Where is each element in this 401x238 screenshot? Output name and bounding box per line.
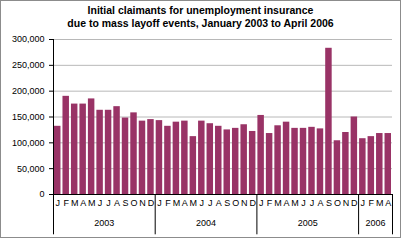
svg-text:J: J — [301, 198, 306, 208]
svg-text:D: D — [351, 198, 358, 208]
svg-text:J: J — [157, 198, 162, 208]
svg-text:S: S — [326, 198, 332, 208]
svg-text:2004: 2004 — [196, 218, 216, 228]
svg-text:M: M — [376, 198, 384, 208]
svg-text:F: F — [267, 198, 273, 208]
svg-text:A: A — [182, 198, 188, 208]
svg-text:150,000: 150,000 — [12, 112, 45, 122]
svg-text:J: J — [310, 198, 315, 208]
svg-text:M: M — [274, 198, 282, 208]
svg-text:A: A — [284, 198, 290, 208]
svg-text:A: A — [80, 198, 86, 208]
svg-text:A: A — [216, 198, 222, 208]
svg-text:J: J — [208, 198, 213, 208]
svg-text:N: N — [139, 198, 146, 208]
html-text:Initial claimants for unemploy: Initial claimants for unemployment insur… — [67, 4, 334, 29]
svg-text:S: S — [123, 198, 129, 208]
svg-text:M: M — [190, 198, 198, 208]
svg-text:M: M — [173, 198, 181, 208]
svg-text:J: J — [55, 198, 60, 208]
svg-text:D: D — [249, 198, 256, 208]
svg-text:M: M — [71, 198, 79, 208]
svg-text:F: F — [63, 198, 69, 208]
svg-text:250,000: 250,000 — [12, 60, 45, 70]
svg-text:2006: 2006 — [366, 218, 386, 228]
svg-text:S: S — [224, 198, 230, 208]
svg-text:J: J — [361, 198, 366, 208]
svg-text:50,000: 50,000 — [17, 164, 45, 174]
svg-text:M: M — [88, 198, 96, 208]
svg-text:J: J — [98, 198, 103, 208]
svg-text:D: D — [148, 198, 155, 208]
svg-text:200,000: 200,000 — [12, 86, 45, 96]
svg-text:F: F — [369, 198, 375, 208]
svg-text:N: N — [241, 198, 248, 208]
svg-text:M: M — [291, 198, 299, 208]
svg-text:2005: 2005 — [298, 218, 318, 228]
svg-text:J: J — [259, 198, 264, 208]
svg-text:A: A — [317, 198, 323, 208]
svg-text:A: A — [385, 198, 391, 208]
svg-text:J: J — [200, 198, 205, 208]
svg-text:J: J — [106, 198, 111, 208]
svg-text:2003: 2003 — [94, 218, 114, 228]
svg-text:A: A — [114, 198, 120, 208]
svg-text:100,000: 100,000 — [12, 138, 45, 148]
svg-text:F: F — [165, 198, 171, 208]
svg-text:300,000: 300,000 — [12, 34, 45, 44]
svg-text:O: O — [131, 198, 138, 208]
svg-text:N: N — [343, 198, 350, 208]
svg-text:0: 0 — [39, 189, 44, 199]
svg-text:O: O — [334, 198, 341, 208]
svg-text:O: O — [232, 198, 239, 208]
